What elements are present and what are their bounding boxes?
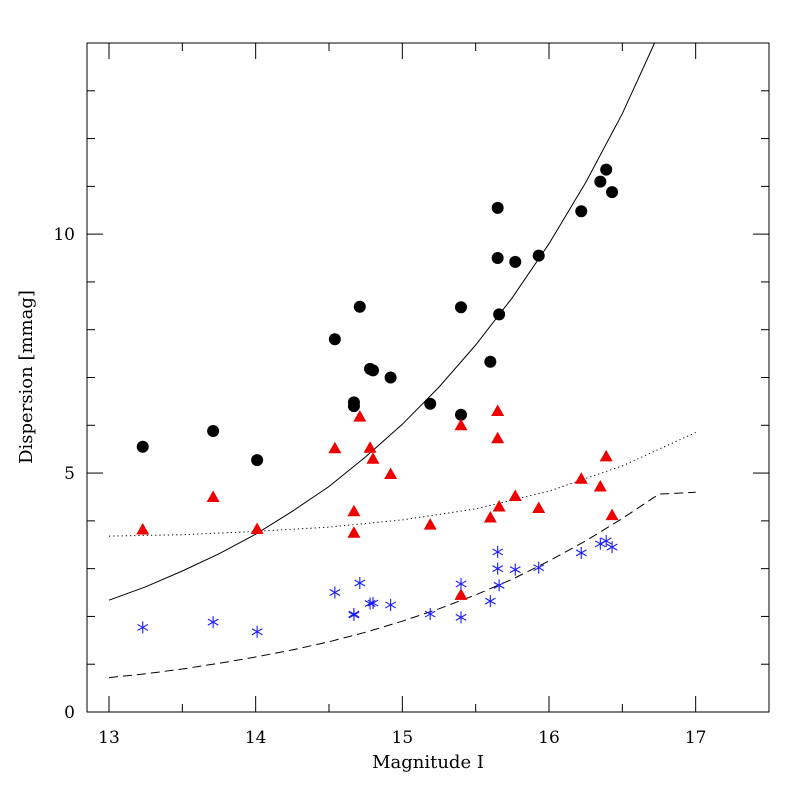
triangle-point [508,489,522,502]
dashed-curve [108,491,696,679]
asterisk-point [348,608,360,621]
triangle-point [492,500,506,512]
triangle-point [574,472,588,484]
x-tick-label: 16 [538,728,560,748]
triangle-point [206,490,220,502]
triangle-point [353,410,367,422]
triangle-point [347,504,361,517]
x-tick-label: 14 [245,728,267,748]
asterisk-point [354,576,366,589]
circle-point [594,175,607,188]
circle-point [424,397,437,410]
triangle-point [491,404,505,416]
dotted-curve [108,432,696,537]
asterisk-point [424,608,436,621]
circle-point [347,400,360,413]
asterisk-point [455,611,467,624]
solid-curve [108,42,656,601]
triangle-point [491,431,505,444]
circle-point [353,300,366,313]
y-axis-label: Dispersion [mmag] [16,290,37,464]
asterisk-point [492,562,504,575]
circle-point [455,408,467,421]
asterisk-point [329,586,341,599]
triangle-point [347,526,361,538]
x-tick-label: 13 [98,728,120,748]
triangle-point [483,511,497,523]
x-tick-label: 17 [685,728,707,748]
triangle-point [366,452,380,464]
circle-point [575,205,588,218]
axis-tick-labels: 13 14 15 16 17 0 5 10 [53,225,706,748]
asterisk-point [207,616,219,629]
plot-frame [86,42,770,713]
circle-point [207,425,220,438]
x-axis-label: Magnitude I [372,752,484,773]
asterisk-point [492,545,504,558]
y-tick-label: 5 [64,464,75,484]
circle-point [367,364,379,377]
axis-ticks [87,42,770,713]
model-curves [108,42,696,679]
circle-point [509,255,522,268]
circle-point [491,201,504,214]
triangle-point [454,418,468,431]
circle-point [328,333,341,346]
triangle-point [532,501,546,513]
triangle-point [250,522,264,534]
asterisk-point [600,534,612,547]
asterisk-point [509,563,521,576]
asterisk-point [385,598,397,611]
circle-point [455,301,467,314]
triangle-point [454,588,468,600]
y-tick-label: 10 [53,225,75,245]
circle-point [136,440,149,453]
asterisk-point [484,595,496,608]
triangle-point [328,441,342,454]
triangle-point [384,467,398,480]
circle-point [384,371,397,384]
triangle-point [363,441,377,453]
circle-point [493,308,506,321]
data-points [136,163,619,638]
triangle-point [423,518,437,530]
triangle-point [136,522,150,535]
triangle-point [599,449,613,462]
asterisk-point [493,579,505,592]
circle-point [600,163,613,176]
circle-point [484,355,497,368]
circle-point [491,252,504,265]
asterisk-point [606,541,618,554]
asterisk-point [137,621,149,634]
circle-point [251,454,264,467]
y-tick-label: 0 [64,703,75,723]
circle-point [606,186,619,199]
circle-point [532,249,545,262]
triangle-point [593,479,607,492]
asterisk-point [533,561,545,574]
asterisk-point [455,577,467,590]
triangle-point [605,508,619,521]
x-tick-label: 15 [392,728,414,748]
asterisk-point [575,546,587,559]
asterisk-point [367,597,379,610]
asterisk-point [251,625,263,638]
